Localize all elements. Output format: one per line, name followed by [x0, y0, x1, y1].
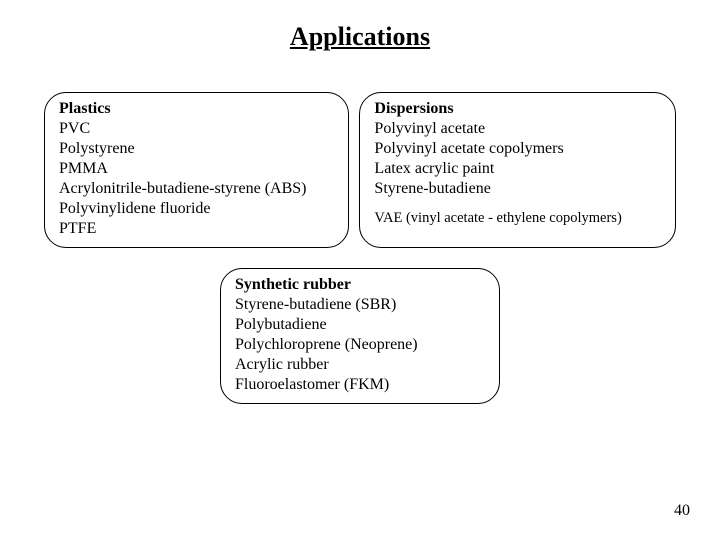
rubber-item: Fluoroelastomer (FKM) — [235, 375, 485, 395]
dispersions-box: Dispersions Polyvinyl acetate Polyvinyl … — [359, 92, 676, 248]
dispersions-item: Styrene-butadiene — [374, 179, 661, 199]
plastics-box: Plastics PVC Polystyrene PMMA Acrylonitr… — [44, 92, 349, 248]
dispersions-item: Polyvinyl acetate copolymers — [374, 139, 661, 159]
rubber-box: Synthetic rubber Styrene-butadiene (SBR)… — [220, 268, 500, 404]
rubber-item: Acrylic rubber — [235, 355, 485, 375]
rubber-item: Polychloroprene (Neoprene) — [235, 335, 485, 355]
rubber-item: Polybutadiene — [235, 315, 485, 335]
rubber-item: Styrene-butadiene (SBR) — [235, 295, 485, 315]
plastics-item: Acrylonitrile-butadiene-styrene (ABS) — [59, 179, 334, 199]
plastics-item: Polystyrene — [59, 139, 334, 159]
page-number: 40 — [674, 502, 690, 520]
dispersions-item: Latex acrylic paint — [374, 159, 661, 179]
plastics-heading: Plastics — [59, 99, 334, 119]
plastics-item: PVC — [59, 119, 334, 139]
page-title: Applications — [0, 0, 720, 52]
plastics-item: Polyvinylidene fluoride — [59, 199, 334, 219]
dispersions-heading: Dispersions — [374, 99, 661, 119]
dispersions-item: Polyvinyl acetate — [374, 119, 661, 139]
top-row: Plastics PVC Polystyrene PMMA Acrylonitr… — [0, 92, 720, 248]
dispersions-footnote: VAE (vinyl acetate - ethylene copolymers… — [374, 209, 661, 227]
slide: Applications Plastics PVC Polystyrene PM… — [0, 0, 720, 540]
rubber-heading: Synthetic rubber — [235, 275, 485, 295]
plastics-item: PTFE — [59, 219, 334, 239]
spacer — [374, 199, 661, 203]
plastics-item: PMMA — [59, 159, 334, 179]
